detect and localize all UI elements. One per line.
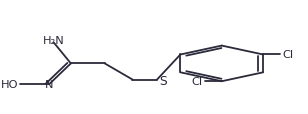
Text: HO: HO bbox=[1, 79, 18, 89]
Text: S: S bbox=[160, 74, 167, 87]
Text: Cl: Cl bbox=[191, 77, 202, 86]
Text: N: N bbox=[45, 79, 54, 89]
Text: H₂N: H₂N bbox=[43, 36, 65, 45]
Text: Cl: Cl bbox=[282, 50, 294, 60]
